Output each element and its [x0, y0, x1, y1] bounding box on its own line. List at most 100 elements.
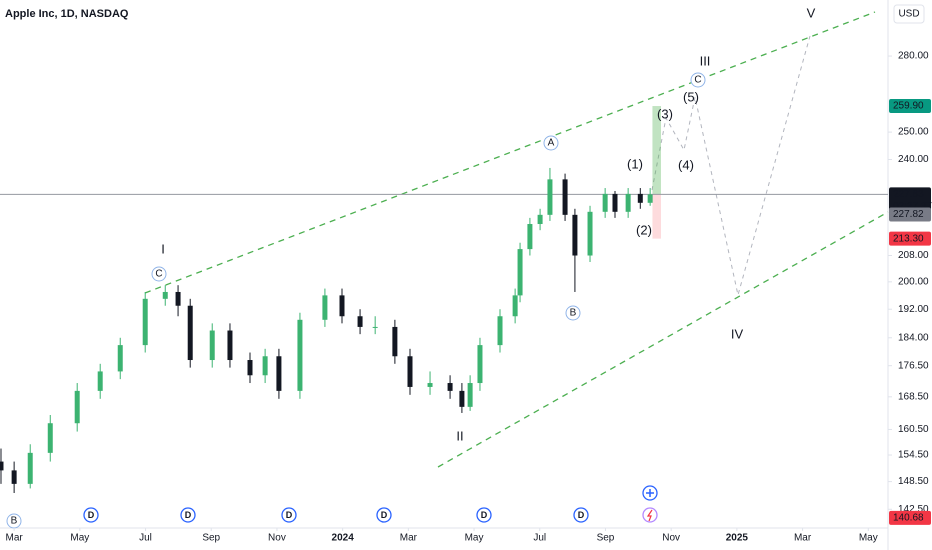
currency[interactable]: USD — [898, 9, 919, 20]
y-tick-label: 250.00 — [898, 127, 929, 138]
wave-label: II — [456, 428, 463, 443]
candle-body — [572, 214, 578, 256]
x-tick-label: Sep — [202, 533, 220, 544]
candle-body — [427, 383, 433, 387]
candle-body — [47, 423, 53, 453]
wave-label: V — [807, 5, 816, 20]
stop-price: 213.30 — [893, 233, 924, 244]
candle-body — [459, 390, 465, 407]
candle-body — [357, 316, 363, 327]
candle-body — [447, 383, 453, 391]
wave-circle — [690, 72, 706, 88]
candle-body — [297, 319, 303, 391]
wave-projection — [651, 35, 811, 296]
y-tick-label: 184.00 — [898, 332, 929, 343]
candle-body — [117, 345, 123, 372]
event-icon — [376, 507, 392, 523]
candle-body — [612, 193, 618, 212]
countdown: 02:27:37 — [893, 201, 932, 212]
wave-label: C — [155, 269, 162, 280]
candle-body — [262, 356, 268, 376]
candle-body — [392, 326, 398, 357]
upper-channel — [144, 11, 876, 294]
y-tick-label: 208.00 — [898, 250, 929, 261]
x-tick-label: Mar — [794, 533, 812, 544]
candle-body — [322, 295, 328, 320]
target-price-box — [889, 99, 931, 114]
y-tick-label: 154.50 — [898, 450, 929, 461]
event-label[interactable]: D — [185, 510, 192, 520]
candle-body — [27, 452, 33, 484]
candle-body — [276, 356, 282, 391]
candle-body — [637, 193, 643, 203]
wave-label: B — [11, 516, 18, 527]
candle-body — [562, 179, 568, 215]
y-tick-label: 280.00 — [898, 51, 929, 62]
wave-label: IV — [731, 326, 744, 341]
candle-body — [517, 249, 523, 296]
candle-body — [512, 295, 518, 317]
event-label[interactable]: D — [88, 510, 95, 520]
loss-zone — [652, 194, 661, 239]
x-tick-label: Jul — [533, 533, 546, 544]
candle-body — [227, 330, 233, 361]
event-label[interactable]: D — [578, 510, 585, 520]
wave-label: I — [161, 241, 165, 256]
wave-label: (3) — [657, 106, 673, 121]
x-tick-label: May — [859, 533, 878, 544]
candle-body — [0, 461, 4, 471]
event-icon — [180, 507, 196, 523]
candle-body — [587, 211, 593, 256]
y-tick-label: 148.50 — [898, 476, 929, 487]
x-tick-label: Jul — [139, 533, 152, 544]
event-label[interactable]: D — [481, 510, 488, 520]
earnings-icon — [642, 507, 658, 523]
x-tick-label: Mar — [400, 533, 418, 544]
candle-body — [527, 224, 533, 250]
y-tick-label: 168.50 — [898, 391, 929, 402]
x-tick-label: Nov — [662, 533, 680, 544]
wave-label: B — [570, 308, 577, 319]
y-tick-label: 176.50 — [898, 360, 929, 371]
wave-label: (4) — [678, 157, 694, 172]
wave-label: (1) — [627, 156, 643, 171]
candle-body — [547, 179, 553, 215]
wave-label: C — [694, 75, 701, 86]
candle-body — [467, 383, 473, 407]
x-tick-label: Sep — [597, 533, 615, 544]
wave-label: (2) — [636, 222, 652, 237]
candle-body — [537, 214, 543, 225]
low-price: 140.68 — [893, 513, 924, 524]
candle-body — [97, 371, 103, 391]
x-tick-label: Mar — [6, 533, 24, 544]
candle-body — [497, 316, 503, 346]
event-icon — [83, 507, 99, 523]
candle-body — [477, 345, 483, 384]
lower-channel — [437, 211, 889, 468]
wave-label: (5) — [683, 89, 699, 104]
candle-body — [187, 305, 193, 361]
entry-price: 227.82 — [893, 209, 924, 220]
event-label[interactable]: D — [286, 510, 293, 520]
last-price-box — [889, 187, 931, 214]
candle-body — [162, 291, 168, 299]
candle-body — [175, 291, 181, 306]
y-tick-label: 142.50 — [898, 504, 929, 515]
x-tick-label: May — [465, 533, 484, 544]
event-label[interactable]: D — [381, 510, 388, 520]
x-tick-label: May — [70, 533, 89, 544]
symbol-title: Apple Inc, 1D, NASDAQ — [5, 8, 129, 20]
plus-icon — [646, 489, 654, 497]
y-tick-label: 200.00 — [898, 276, 929, 287]
y-tick-label: 240.00 — [898, 154, 929, 165]
candle-body — [625, 193, 631, 212]
currency-button[interactable] — [893, 4, 925, 24]
candle-body — [647, 194, 653, 203]
last-price: 227.83 — [893, 189, 924, 200]
y-tick-label: 192.00 — [898, 304, 929, 315]
wave-circle — [543, 135, 559, 151]
target-price: 259.90 — [893, 101, 924, 112]
x-tick-label: 2024 — [332, 533, 355, 544]
